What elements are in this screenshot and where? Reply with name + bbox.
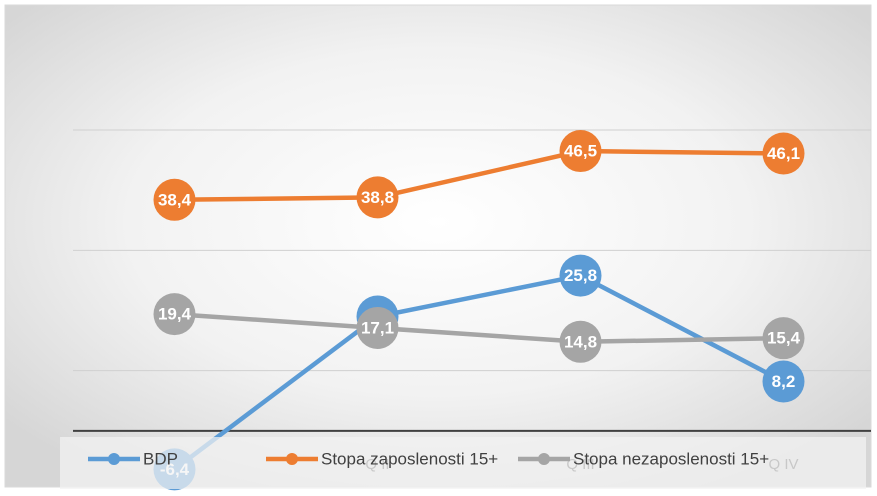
point-marker bbox=[153, 178, 196, 221]
point-marker bbox=[762, 317, 805, 360]
data-label: 19,4 bbox=[158, 305, 192, 324]
legend-label: Stopa zaposlenosti 15+ bbox=[321, 449, 498, 468]
data-label: 14,8 bbox=[564, 332, 597, 351]
point-marker bbox=[356, 306, 399, 349]
data-label: 15,4 bbox=[767, 329, 801, 348]
data-label: 38,4 bbox=[158, 190, 192, 209]
data-label: 38,8 bbox=[361, 188, 394, 207]
point-marker bbox=[356, 176, 399, 219]
data-label: 46,1 bbox=[767, 144, 800, 163]
point-marker bbox=[153, 293, 196, 336]
series-line bbox=[174, 311, 784, 345]
point-marker bbox=[559, 320, 602, 363]
data-label: 8,2 bbox=[772, 372, 796, 391]
point-marker bbox=[559, 254, 602, 297]
legend-box bbox=[60, 437, 866, 489]
series-line bbox=[173, 273, 785, 472]
legend-label: BDP bbox=[143, 449, 178, 468]
data-label: 46,5 bbox=[564, 142, 597, 161]
point-marker bbox=[762, 132, 805, 175]
point-marker bbox=[762, 360, 805, 403]
series-line bbox=[174, 148, 784, 203]
legend-marker bbox=[108, 453, 120, 465]
data-label: 17,1 bbox=[361, 318, 394, 337]
legend-marker bbox=[286, 453, 298, 465]
chart-area bbox=[4, 4, 872, 488]
point-marker bbox=[559, 130, 602, 173]
legend-marker bbox=[538, 453, 550, 465]
data-label: 25,8 bbox=[564, 266, 597, 285]
legend-label: Stopa nezaposlenosti 15+ bbox=[573, 449, 769, 468]
